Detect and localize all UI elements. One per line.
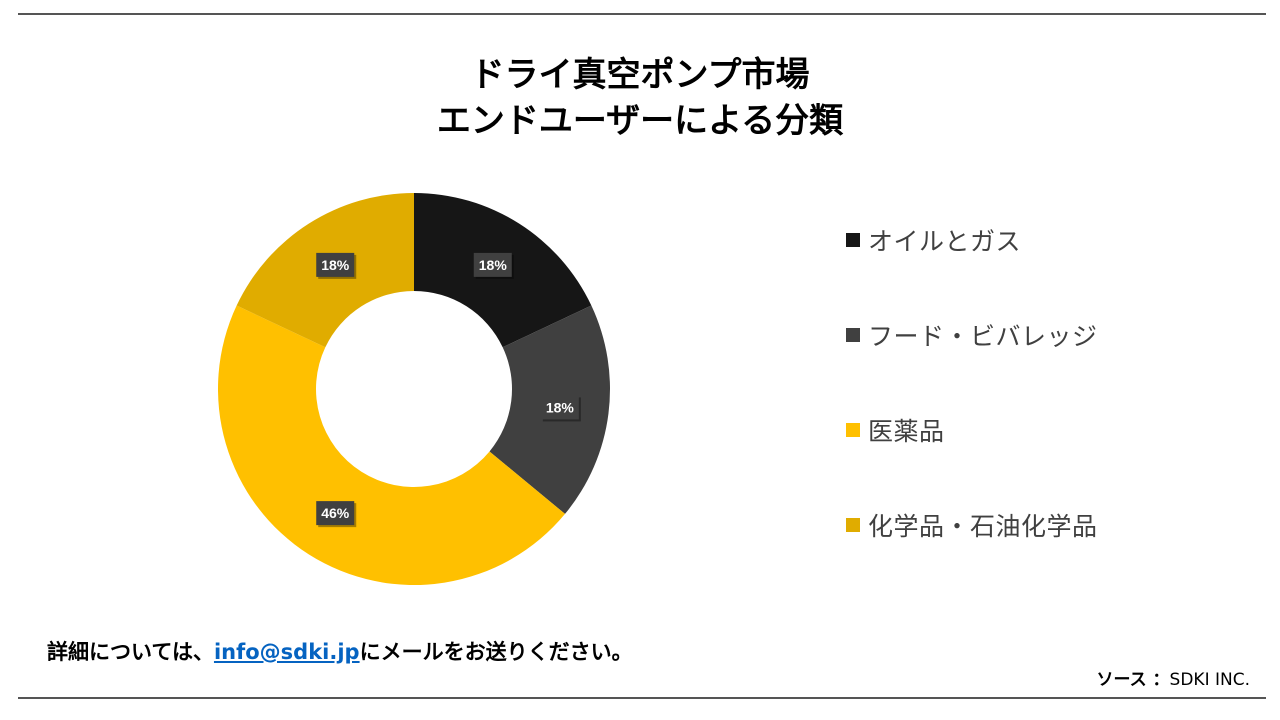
contact-note: 詳細については、info@sdki.jpにメールをお送りください。 — [47, 636, 633, 666]
legend-swatch-pharmaceuticals — [846, 423, 860, 437]
donut-slice-pharmaceuticals — [218, 305, 566, 585]
contact-email-link[interactable]: info@sdki.jp — [213, 640, 360, 664]
contact-suffix: にメールをお送りください。 — [359, 640, 633, 664]
chart-title: ドライ真空ポンプ市場 エンドユーザーによる分類 — [0, 52, 1280, 144]
legend-label-oil-gas: オイルとガス — [868, 227, 1022, 256]
legend-label-pharmaceuticals: 医薬品 — [868, 417, 945, 446]
legend-swatch-food-beverage — [846, 328, 860, 342]
source-note: ソース ：SDKI INC. — [1096, 665, 1250, 690]
data-label-pharmaceuticals: 46% — [316, 501, 357, 528]
legend-item-pharmaceuticals: 医薬品 — [846, 410, 945, 450]
svg-text:18%: 18% — [546, 399, 575, 415]
top-rule — [18, 13, 1266, 15]
legend-item-oil-gas: オイルとガス — [846, 220, 1021, 260]
contact-prefix: 詳細については、 — [47, 640, 214, 664]
data-label-chemicals: 18% — [316, 252, 357, 279]
svg-text:18%: 18% — [479, 257, 508, 273]
source-value: SDKI INC. — [1169, 670, 1250, 690]
legend-swatch-chemicals — [846, 518, 860, 532]
legend-label-food-beverage: フード・ビバレッジ — [868, 322, 1098, 351]
chart-title-line1: ドライ真空ポンプ市場 — [470, 55, 810, 95]
data-label-oil-gas: 18% — [473, 252, 514, 279]
source-label: ソース ： — [1096, 670, 1170, 690]
svg-text:18%: 18% — [321, 257, 350, 273]
chart-title-line2: エンドユーザーによる分類 — [436, 101, 844, 141]
legend-item-chemicals: 化学品・石油化学品 — [846, 505, 1098, 545]
data-label-food-beverage: 18% — [540, 395, 581, 422]
legend-label-chemicals: 化学品・石油化学品 — [868, 512, 1098, 541]
legend-swatch-oil-gas — [846, 233, 860, 247]
bottom-rule — [18, 697, 1266, 699]
svg-text:46%: 46% — [321, 505, 350, 521]
legend-item-food-beverage: フード・ビバレッジ — [846, 315, 1098, 355]
